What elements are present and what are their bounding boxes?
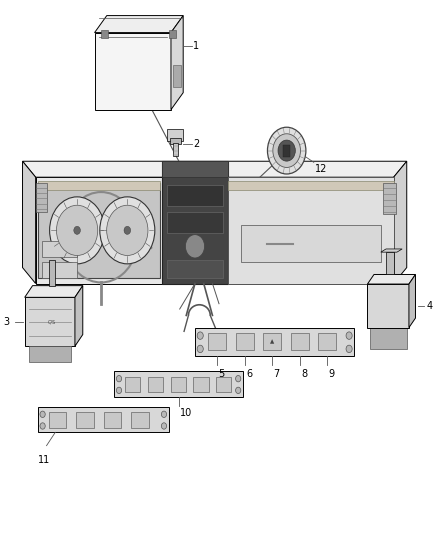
Bar [170,138,180,144]
Bar [148,376,163,392]
Bar [241,225,381,262]
Circle shape [57,205,98,255]
Circle shape [346,345,352,353]
Bar [104,412,121,428]
Bar [166,212,223,233]
Bar [236,334,254,351]
Text: 4: 4 [426,301,432,311]
Circle shape [273,134,300,167]
Bar [114,371,243,397]
Polygon shape [75,286,83,346]
Circle shape [197,345,203,353]
Text: 12: 12 [314,165,327,174]
Polygon shape [95,15,183,33]
Bar [42,241,77,257]
Circle shape [100,197,155,264]
Polygon shape [22,161,35,284]
Text: 8: 8 [301,369,307,379]
Circle shape [236,387,241,393]
Circle shape [107,205,148,255]
Text: 1: 1 [193,42,199,51]
Bar [42,262,77,278]
Polygon shape [25,286,83,297]
Text: 3: 3 [3,317,9,327]
Circle shape [185,235,205,258]
Text: 5: 5 [219,369,225,379]
Bar [131,412,149,428]
Bar [208,334,226,351]
Text: 7: 7 [274,369,280,379]
Bar [263,334,282,351]
Circle shape [197,332,203,340]
Bar [318,334,336,351]
Bar [173,143,178,157]
Bar [370,327,407,349]
Bar [38,181,160,190]
Bar [290,334,309,351]
Polygon shape [409,274,416,328]
Bar [228,181,394,190]
Bar [367,284,409,328]
Bar [167,129,183,141]
Bar [283,146,290,157]
Bar [49,260,56,286]
Bar [29,346,71,362]
Polygon shape [367,274,416,284]
Bar [49,412,66,428]
Polygon shape [35,177,394,284]
Circle shape [268,127,306,174]
Text: 11: 11 [38,455,50,465]
Bar [383,182,396,214]
Circle shape [236,375,241,382]
Polygon shape [162,161,228,177]
Circle shape [161,423,166,429]
Bar [166,185,223,206]
Bar [35,182,46,212]
Bar [95,33,171,110]
Circle shape [161,411,166,417]
Bar [195,328,354,356]
Bar [169,30,176,38]
Circle shape [40,423,45,429]
Bar [76,412,94,428]
Circle shape [49,197,105,264]
Bar [216,376,231,392]
Circle shape [346,332,352,340]
Circle shape [74,227,81,235]
Bar [38,182,160,278]
Bar [228,177,394,284]
Text: 2: 2 [193,139,199,149]
Circle shape [117,375,122,382]
Bar [125,376,141,392]
Polygon shape [381,249,402,252]
Circle shape [124,227,131,235]
Text: C/S: C/S [48,319,56,324]
Text: 9: 9 [328,369,335,379]
Circle shape [117,387,122,393]
Text: 10: 10 [180,408,192,418]
Polygon shape [22,161,407,177]
Text: 6: 6 [246,369,252,379]
Circle shape [278,140,295,161]
Polygon shape [171,15,183,110]
Bar [173,65,181,86]
Bar [38,407,169,432]
Text: ▲: ▲ [270,340,274,344]
Polygon shape [394,161,407,284]
Bar [193,376,208,392]
Bar [386,252,394,274]
Bar [25,297,75,346]
Circle shape [40,411,45,417]
Bar [166,260,223,278]
Bar [170,376,186,392]
Bar [162,161,228,284]
Bar [101,30,108,38]
